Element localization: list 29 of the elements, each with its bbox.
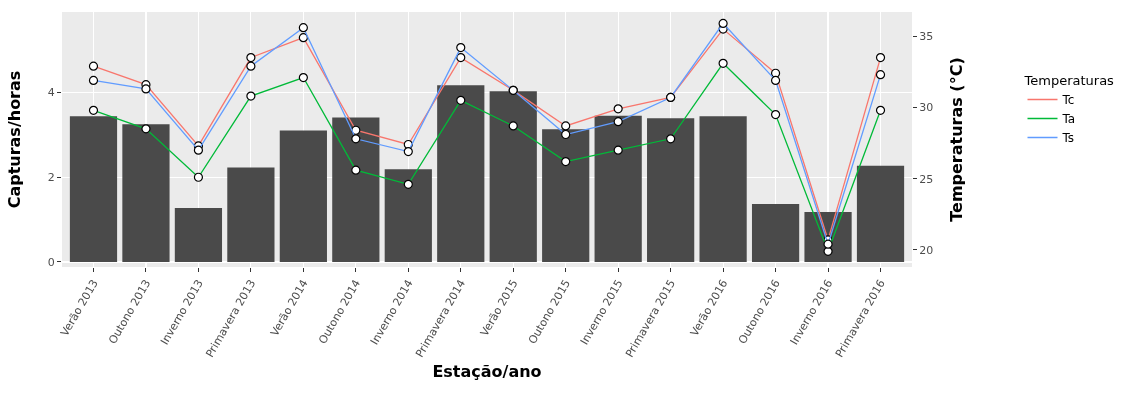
bar [69, 116, 118, 262]
legend-label: Ts [1061, 131, 1075, 146]
bar [594, 115, 642, 262]
bar [332, 117, 380, 262]
y2-tick-label: 35 [919, 30, 934, 44]
y2-tick-label: 25 [919, 172, 934, 186]
x-axis-title: Estação/ano [432, 361, 542, 381]
legend-label: Ta [1061, 112, 1076, 127]
bar [174, 208, 223, 262]
bar [489, 91, 537, 262]
legend-title: Temperaturas [1023, 73, 1115, 88]
y-tick-label: 0 [47, 255, 55, 269]
bar [279, 130, 327, 262]
y2-tick-label: 30 [919, 101, 934, 115]
bar [542, 129, 590, 262]
bar [647, 118, 695, 262]
bar [122, 124, 170, 262]
bar [856, 165, 905, 262]
y-tick-label: 2 [47, 171, 55, 185]
legend-label: Tc [1061, 93, 1075, 108]
y-tick-label: 4 [47, 86, 55, 100]
bar [384, 169, 432, 262]
bar [751, 203, 800, 262]
y2-axis-title: Temperaturas (°C) [947, 57, 966, 222]
bar [437, 85, 485, 262]
bar [227, 167, 275, 262]
y-axis-title: Capturas/horas [5, 70, 24, 209]
bar [699, 116, 747, 262]
y2-tick-label: 20 [919, 243, 934, 257]
